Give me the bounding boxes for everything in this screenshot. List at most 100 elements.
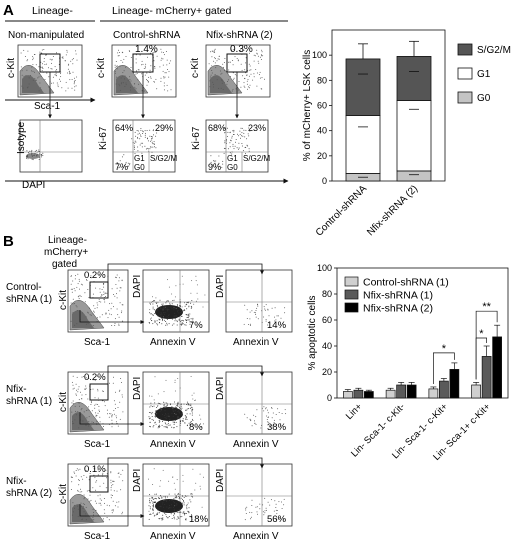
annexin-dapi-plot: [142, 463, 210, 527]
g0-label: G0: [134, 163, 145, 172]
significance-mark: *: [442, 343, 447, 355]
legend-label: Nfix-shRNA (2): [363, 303, 433, 315]
legend-label: Control-shRNA (1): [363, 277, 449, 289]
x-category-label: Lin+: [344, 401, 365, 422]
significance-bracket: [475, 310, 498, 380]
lineage-gated-label: Lineage- mCherry+ gated: [112, 5, 232, 17]
g1-label: G1: [134, 154, 145, 163]
flow-plot-nfix2: [205, 44, 271, 98]
ckit-axis-label: c-Kit: [190, 58, 201, 78]
bar-segment: [345, 58, 381, 116]
gate-pct-nfix: 0.3%: [230, 44, 253, 55]
col-title-2: Nfix-shRNA (2): [206, 30, 273, 41]
x-category-label: Nfix-shRNA (2): [365, 183, 420, 238]
bar: [353, 389, 364, 399]
row-label-2: shRNA (2): [6, 488, 52, 499]
legend-swatch: [457, 43, 473, 56]
ckit-axis-label: c-Kit: [58, 290, 69, 310]
annexin-dapi-plot: [142, 371, 210, 435]
x-category-label: Control-shRNA: [314, 183, 370, 239]
bar-segment: [396, 56, 432, 101]
ki67-axis-label: Ki-67: [191, 126, 202, 150]
bar-segment: [396, 100, 432, 172]
annexin-axis-label: Annexin V: [233, 439, 279, 450]
legend-label: S/G2/M: [477, 45, 511, 56]
y-tick-label: 40: [322, 341, 332, 351]
legend-swatch: [457, 67, 473, 80]
bar: [471, 384, 481, 399]
gating-line-1: Lineage-: [48, 235, 87, 246]
dapi-pct: 56%: [267, 514, 287, 525]
col-title-1: Control-shRNA: [113, 30, 181, 41]
ckit-axis-label: c-Kit: [96, 58, 107, 78]
bar: [428, 388, 439, 399]
bar-segment: [396, 170, 432, 182]
panel-b-letter: B: [3, 233, 14, 250]
dapi-axis-label: DAPI: [132, 469, 143, 492]
legend-swatch: [344, 289, 359, 300]
annexin-axis-label: Annexin V: [150, 337, 196, 348]
bar: [406, 384, 417, 399]
row-label-0: Control-: [6, 282, 42, 293]
annexin-axis-label: Annexin V: [233, 531, 279, 542]
annexin-gated-plot: [225, 463, 293, 527]
ki67-plot-control: [112, 119, 176, 173]
ckit-axis-label: c-Kit: [58, 484, 69, 504]
sca1-axis-label: Sca-1: [84, 337, 111, 348]
dapi-axis-label: DAPI: [215, 377, 226, 400]
legend-label: G1: [477, 69, 491, 80]
gate-arrow: [107, 365, 264, 392]
y-tick-label: 0: [322, 176, 327, 186]
quad-bl: 7%: [115, 162, 128, 172]
ckit-sca1-plot: [67, 269, 129, 333]
dapi-pct: 14%: [267, 320, 287, 331]
gate-arrow: [79, 412, 145, 426]
col-title-0: Non-manipulated: [8, 30, 84, 41]
gate-arrow: [79, 504, 145, 518]
significance-bracket: [433, 352, 455, 384]
quad-tr: 29%: [155, 123, 173, 133]
dapi-axis-label: DAPI: [215, 469, 226, 492]
g1-label: G1: [227, 154, 238, 163]
ki67-plot-nfix: [205, 119, 269, 173]
ki67-axis-label: Ki-67: [98, 126, 109, 150]
annexin-pct: 8%: [189, 422, 203, 433]
dapi-pct: 38%: [267, 422, 287, 433]
y-tick-label: 60: [317, 101, 327, 111]
isotype-axis-label: Isotype: [16, 121, 27, 154]
panel-a-letter: A: [3, 2, 14, 19]
dapi-axis-label: DAPI: [132, 275, 143, 298]
chart-b-frame: [336, 267, 509, 399]
annexin-axis-label: Annexin V: [233, 337, 279, 348]
y-tick-label: 80: [317, 75, 327, 85]
gate-pct: 0.2%: [84, 372, 106, 383]
legend-swatch: [344, 276, 359, 287]
lineage-neg-label: Lineage-: [32, 5, 73, 17]
y-axis-label: % of mCherry+ LSK cells: [302, 50, 313, 161]
significance-mark: **: [482, 301, 491, 313]
y-tick-label: 0: [327, 393, 332, 403]
dapi-axis-label: DAPI: [132, 377, 143, 400]
annexin-dapi-plot: [142, 269, 210, 333]
apoptosis-flow-grid: Control-shRNA (1) 0.2% c-Kit Sca-1 7% DAPI Ann…: [6, 263, 293, 542]
flow-plot-control: [111, 44, 177, 98]
y-tick-label: 20: [317, 151, 327, 161]
y-tick-label: 100: [317, 263, 332, 273]
bar: [439, 380, 449, 399]
annexin-pct: 7%: [189, 320, 203, 331]
y-tick-label: 60: [322, 315, 332, 325]
gate-pct: 0.2%: [84, 270, 106, 281]
legend-swatch: [344, 302, 359, 313]
gate-arrow: [79, 310, 145, 324]
bar: [492, 336, 502, 399]
cell-cycle-chart: 0 20 40 60 80 100% of mCherry+ LSK cells Contr…: [302, 29, 511, 239]
bar-segment: [345, 115, 381, 174]
y-tick-label: 100: [312, 50, 327, 60]
sca1-axis-label: Sca-1: [34, 101, 61, 112]
dapi-axis-label: DAPI: [22, 180, 45, 191]
annexin-gated-plot: [225, 371, 293, 435]
gate-arrow: [107, 457, 264, 484]
gate-arrow: [107, 263, 264, 290]
